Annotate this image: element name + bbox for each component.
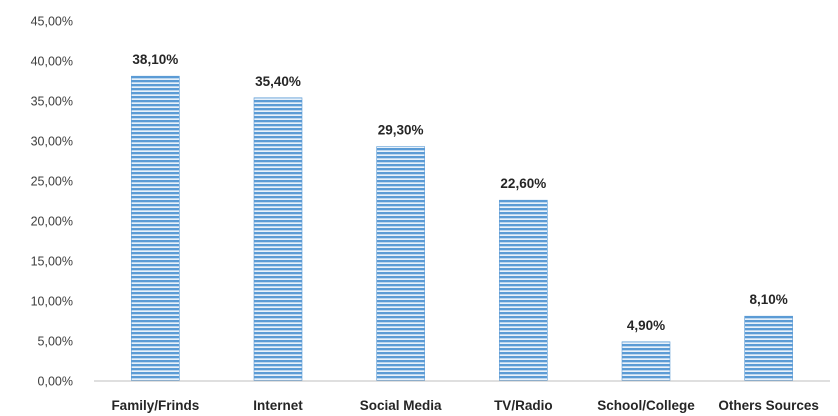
y-tick-label: 45,00% [31,15,73,29]
y-tick-label: 20,00% [31,215,73,229]
bar-value-label: 8,10% [750,292,788,307]
y-tick-label: 5,00% [38,335,73,349]
bar-value-label: 35,40% [255,74,301,89]
y-tick-label: 40,00% [31,55,73,69]
bar-value-label: 4,90% [627,318,665,333]
x-category-label: TV/Radio [494,398,553,413]
bar-value-label: 22,60% [500,176,546,191]
x-category-label: Family/Frinds [111,398,199,413]
x-category-label: Internet [253,398,303,413]
bar-value-label: 38,10% [132,52,178,67]
bar [131,75,180,382]
y-tick-label: 0,00% [38,375,73,389]
y-tick-label: 25,00% [31,175,73,189]
x-category-label: Others Sources [718,398,819,413]
y-tick-label: 30,00% [31,135,73,149]
bar [499,199,548,382]
bar-value-label: 29,30% [378,123,424,138]
y-tick-label: 35,00% [31,95,73,109]
data-labels: 38,10% 35,40% 29,30% 22,60% 4,90% 8,10% [132,52,787,333]
x-category-label: School/College [597,398,695,413]
bar [621,341,671,382]
bar [744,315,793,382]
bar [253,97,303,382]
bar [376,146,425,382]
y-axis: 0,00% 5,00% 10,00% 15,00% 20,00% 25,00% 30,00%… [31,15,73,389]
x-axis: Family/Frinds Internet Social Media TV/Radi… [111,398,818,413]
bars [131,75,793,382]
y-tick-label: 15,00% [31,255,73,269]
y-tick-label: 10,00% [31,295,73,309]
x-category-label: Social Media [360,398,442,413]
